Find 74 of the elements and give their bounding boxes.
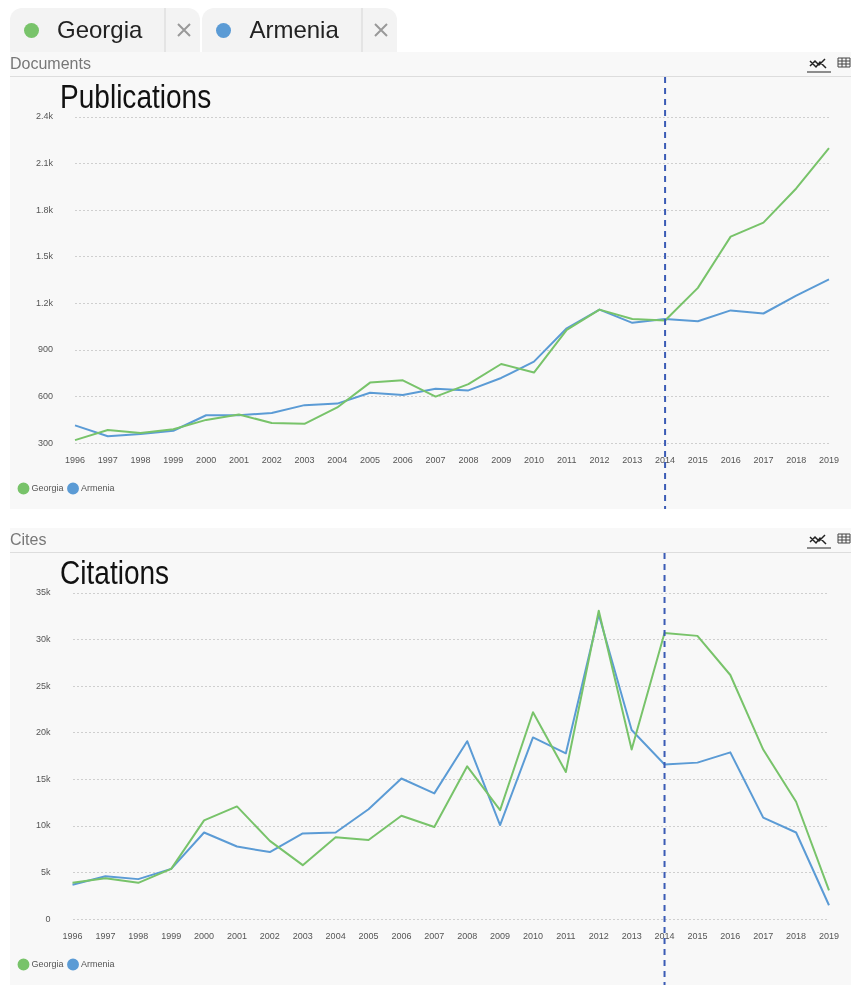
y-tick-label: 300 (37, 437, 54, 448)
y-tick-label: 2.4k (36, 111, 54, 122)
x-tick-label: 2016 (720, 455, 741, 466)
x-tick-label: 1996 (62, 931, 83, 942)
x-tick-label: 2002 (259, 931, 280, 942)
x-tick-label: 2010 (523, 455, 544, 466)
y-tick-label: 25k (36, 680, 52, 691)
x-tick-label: 2018 (786, 455, 807, 466)
chart-subtitle: Publications (60, 78, 212, 116)
x-tick-label: 2002 (261, 455, 282, 466)
y-tick-label: 2.1k (36, 158, 54, 169)
y-tick-label: 20k (36, 727, 52, 738)
legend-label: Armenia (81, 958, 115, 969)
legend-label: Georgia (31, 482, 64, 493)
x-tick-label: 2004 (327, 455, 348, 466)
x-tick-label: 2017 (753, 455, 774, 466)
y-tick-label: 5k (41, 867, 51, 878)
text: Georgia (57, 16, 143, 43)
x-tick-label: 2006 (391, 931, 412, 942)
x-tick-label: 1999 (161, 931, 182, 942)
x-tick-label: 1997 (97, 455, 118, 466)
legend-label: Armenia (81, 482, 115, 493)
x-tick-label: 1999 (163, 455, 184, 466)
x-tick-label: 2005 (358, 931, 379, 942)
x-tick-label: 2011 (556, 931, 576, 942)
x-tick-label: 2009 (491, 455, 512, 466)
x-tick-label: 2004 (325, 931, 346, 942)
x-tick-label: 2013 (621, 931, 642, 942)
x-tick-label: 2010 (522, 931, 543, 942)
x-tick-label: 2019 (818, 455, 839, 466)
x-tick-label: 2006 (392, 455, 413, 466)
x-tick-label: 2016 (720, 931, 741, 942)
x-tick-label: 2013 (622, 455, 643, 466)
x-tick-label: 2009 (490, 931, 511, 942)
y-tick-label: 10k (36, 820, 52, 831)
x-tick-label: 2012 (589, 455, 610, 466)
x-tick-label: 2014 (654, 931, 675, 942)
y-tick-label: 1.5k (36, 251, 54, 262)
chart-title: Cites (10, 528, 851, 553)
x-tick-label: 2011 (557, 455, 577, 466)
x-tick-label: 2019 (818, 931, 839, 942)
x-tick-label: 2000 (196, 455, 217, 466)
x-tick-label: 2015 (687, 455, 708, 466)
chart-subtitle: Citations (60, 554, 170, 592)
x-tick-label: 2012 (588, 931, 609, 942)
x-tick-label: 2014 (655, 455, 676, 466)
y-tick-label: 35k (36, 587, 52, 598)
y-tick-label: 600 (37, 391, 54, 402)
text: Armenia (249, 16, 339, 43)
y-tick-label: 0 (45, 913, 51, 924)
x-tick-label: 2001 (228, 455, 249, 466)
chart-title: Documents (10, 52, 851, 77)
y-tick-label: 900 (37, 344, 54, 355)
legend-label: Georgia (31, 958, 64, 969)
x-tick-label: 2003 (294, 455, 315, 466)
y-tick-label: 1.8k (36, 204, 54, 215)
x-tick-label: 2007 (424, 931, 445, 942)
x-tick-label: 2017 (753, 931, 774, 942)
x-tick-label: 1997 (95, 931, 116, 942)
x-tick-label: 1998 (130, 455, 151, 466)
x-tick-label: 2000 (194, 931, 215, 942)
y-tick-label: 1.2k (36, 297, 54, 308)
x-tick-label: 2018 (786, 931, 807, 942)
y-tick-label: 15k (36, 773, 52, 784)
x-tick-label: 2008 (457, 931, 478, 942)
x-tick-label: 2003 (292, 931, 313, 942)
x-tick-label: 2005 (360, 455, 381, 466)
x-tick-label: 1996 (65, 455, 86, 466)
x-tick-label: 1998 (128, 931, 149, 942)
x-tick-label: 2001 (226, 931, 247, 942)
x-tick-label: 2007 (425, 455, 446, 466)
x-tick-label: 2008 (458, 455, 479, 466)
x-tick-label: 2015 (687, 931, 708, 942)
y-tick-label: 30k (36, 634, 52, 645)
